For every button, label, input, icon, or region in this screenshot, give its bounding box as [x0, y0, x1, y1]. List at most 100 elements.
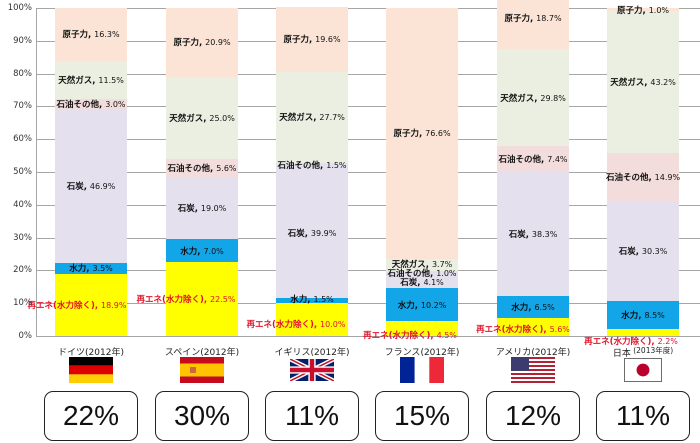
data-label: 再エネ(水力除く), 2.2% [584, 337, 678, 347]
bar-segment [497, 0, 569, 49]
bar-segment [166, 262, 238, 336]
y-tick-label: 20% [13, 265, 32, 276]
bar-4 [497, 0, 569, 336]
renewable-share-box: 11% [265, 391, 359, 441]
y-axis-line [36, 8, 37, 337]
data-label: 原子力, 20.9% [173, 38, 231, 49]
data-label: 石炭, 46.9% [66, 181, 116, 192]
bar-2 [276, 7, 348, 336]
bar-segment [276, 303, 348, 336]
bar-segment [607, 300, 679, 329]
gridline [36, 139, 700, 141]
data-label: 原子力, 18.7% [504, 14, 562, 24]
bar-segment [497, 48, 569, 147]
gridline [36, 172, 700, 173]
data-label: 原子力, 16.3% [62, 30, 120, 41]
bar-segment [166, 239, 238, 263]
category-label: 日本 (2013年度) [612, 346, 674, 359]
bar-segment [386, 258, 458, 272]
y-tick-label: 10% [13, 298, 32, 309]
bar-segment [166, 158, 238, 177]
data-label: 水力, 7.0% [180, 246, 224, 257]
chart-plot-area: 再エネ(水力除く), 18.9% 水力, 3.5% 石炭, 46.9% 石油その他, … [28, 0, 700, 347]
bar-segment [166, 8, 238, 77]
data-label: 石油その他, 5.6% [167, 163, 237, 174]
gridline [36, 204, 700, 206]
bar-segment [55, 108, 127, 263]
bar-segment [276, 7, 348, 72]
data-label: 再エネ(水力除く), 5.6% [476, 324, 570, 335]
data-label: 天然ガス, 25.0% [169, 113, 235, 124]
bar-segment [276, 167, 348, 299]
gridline [36, 303, 700, 305]
data-label: 石炭, 39.9% [287, 228, 337, 239]
data-label: 天然ガス, 43.2% [610, 77, 676, 88]
gridline [36, 237, 700, 239]
data-label: 石油その他, 14.9% [605, 173, 681, 184]
bar-segment [497, 296, 569, 318]
data-label: 再エネ(水力除く), 22.5% [136, 295, 236, 306]
renewable-share-box: 11% [596, 391, 690, 441]
bar-segment [276, 71, 348, 163]
gridline [36, 336, 700, 337]
bar-segment [55, 7, 127, 62]
bar-segment [166, 176, 238, 240]
bar-segment [607, 152, 679, 202]
bar-segment [497, 317, 569, 336]
bar-0 [55, 7, 127, 336]
data-label: 再エネ(水力除く), 18.9% [27, 301, 127, 311]
bar-5 [607, 7, 679, 336]
bar-segment [386, 321, 458, 336]
data-label: 水力, 1.5% [290, 294, 334, 305]
data-label: 石炭, 4.1% [400, 278, 444, 288]
bar-segment [607, 10, 679, 153]
bar-segment [607, 328, 679, 336]
data-label: 天然ガス, 11.5% [58, 75, 124, 86]
data-label: 天然ガス, 3.7% [391, 260, 453, 270]
gridline [36, 106, 700, 108]
y-tick-label: 60% [13, 134, 32, 145]
category-label: ドイツ(2012年) [58, 348, 124, 358]
spain-flag-icon [180, 357, 224, 383]
renewable-share-box: 30% [155, 391, 249, 441]
data-label: 天然ガス, 29.8% [500, 93, 566, 104]
y-tick-label: 80% [13, 68, 32, 79]
usa-flag-icon [511, 357, 555, 383]
data-label: 原子力, 1.0% [616, 6, 670, 17]
data-label: 天然ガス, 27.7% [279, 113, 345, 124]
gridline [36, 8, 700, 9]
bar-segment [55, 61, 127, 99]
bar-segment [607, 7, 679, 11]
germany-flag-icon [69, 357, 113, 383]
bar-segment [497, 170, 569, 297]
renewable-share-box: 22% [44, 391, 138, 441]
bar-segment [386, 271, 458, 275]
data-label: 石炭, 38.3% [508, 229, 558, 240]
category-label: イギリス(2012年) [274, 348, 350, 358]
bar-segment [276, 298, 348, 304]
data-label: 水力, 10.2% [397, 300, 447, 311]
category-label: アメリカ(2012年) [495, 348, 571, 358]
bar-segment [55, 98, 127, 109]
bar-segment [386, 287, 458, 322]
data-label: 石油その他, 3.0% [56, 99, 126, 110]
data-label: 再エネ(水力除く), 10.0% [246, 319, 346, 330]
renewable-share-box: 12% [486, 391, 580, 441]
data-label: 水力, 6.5% [511, 302, 555, 313]
bar-1 [166, 8, 238, 336]
data-label: 石油その他, 1.5% [277, 160, 347, 171]
gridline [36, 40, 700, 42]
data-label: 石油その他, 7.4% [498, 154, 568, 165]
data-label: 原子力, 19.6% [283, 35, 341, 46]
y-tick-label: 30% [13, 232, 32, 243]
data-label: 水力, 8.5% [621, 310, 665, 321]
data-label: 石油その他, 1.0% [387, 269, 457, 279]
bar-segment [276, 162, 348, 168]
bar-segment [386, 274, 458, 288]
data-label: 再エネ(水力除く), 4.5% [363, 330, 457, 341]
y-tick-label: 40% [13, 199, 32, 210]
uk-flag-icon [290, 357, 334, 383]
bar-segment [497, 146, 569, 171]
gridline [36, 270, 700, 272]
bar-segment [386, 7, 458, 259]
